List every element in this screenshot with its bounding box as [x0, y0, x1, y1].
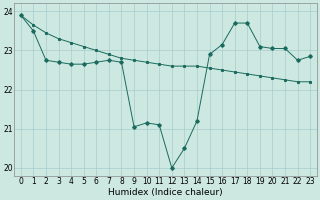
X-axis label: Humidex (Indice chaleur): Humidex (Indice chaleur): [108, 188, 223, 197]
